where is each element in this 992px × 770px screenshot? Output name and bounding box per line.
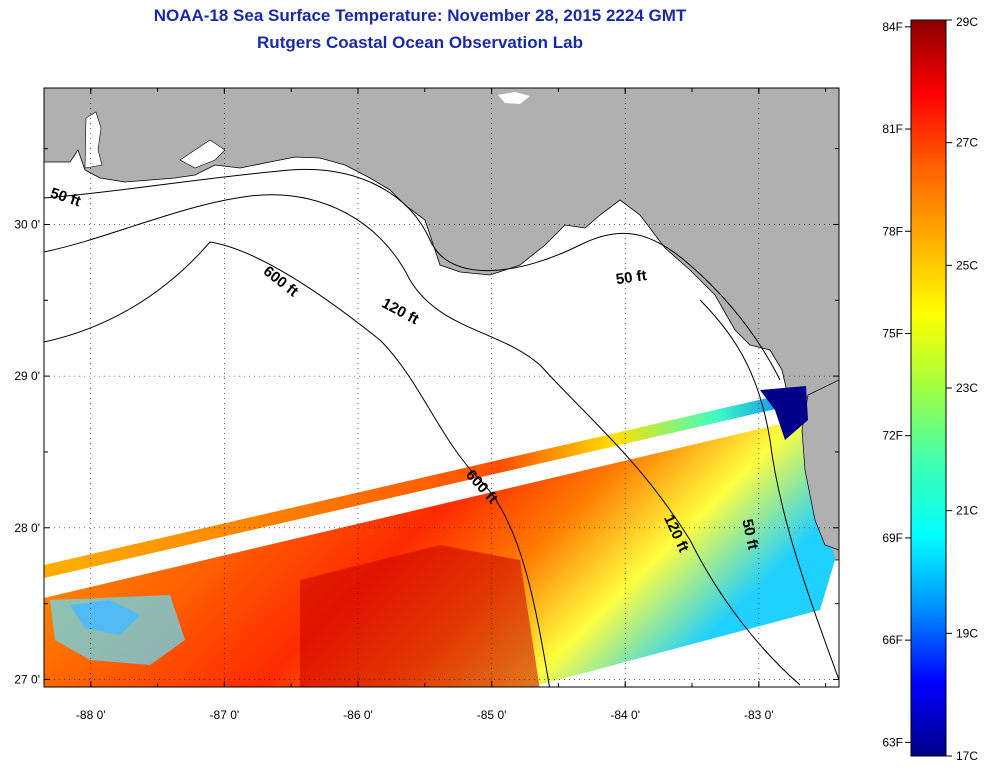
contour-50ft-north [44,168,781,381]
contour-label: 50 ft [738,518,761,552]
colorbar-f-label: 72F [882,429,903,443]
colorbar-c-label: 29C [956,15,978,29]
contour-600ft [44,241,551,687]
bay-water [179,139,226,169]
y-tick-label: 27 0' [14,672,40,686]
colorbar-ticks: 29C 27C 25C 23C 21C 19C 17C 84F 81F 78F 75F 72F 69F 6… [882,15,978,763]
colorbar-f-label: 78F [882,224,903,238]
colorbar-c-label: 25C [956,258,978,272]
bay-water [84,111,103,169]
x-tick-label: -88 0' [76,708,106,722]
colorbar-c-label: 23C [956,381,978,395]
warm-core [300,545,540,687]
colorbar-f-label: 81F [882,122,903,136]
colorbar-f-label: 69F [882,531,903,545]
x-tick-label: -83 0' [744,708,774,722]
chart-subtitle: Rutgers Coastal Ocean Observation Lab [257,33,583,52]
y-tick-label: 30 0' [14,217,40,231]
cold-pixels [760,386,808,440]
x-tick-label: -86 0' [343,708,373,722]
cool-pixels-west [50,595,185,665]
colorbar-c-label: 21C [956,504,978,518]
colorbar-c-label: 27C [956,136,978,150]
depth-contours [44,168,839,687]
lake-water [498,92,530,104]
y-tick-label: 28 0' [14,521,40,535]
land-overlay [801,379,839,551]
colorbar-f-label: 66F [882,633,903,647]
colorbar-c-label: 17C [956,749,978,763]
colorbar-f-label: 84F [882,20,903,34]
chart-title: NOAA-18 Sea Surface Temperature: Novembe… [153,6,687,25]
colorbar-f-label: 75F [882,326,903,340]
y-axis: 30 0' 29 0' 28 0' 27 0' [14,148,839,686]
y-tick-label: 29 0' [14,369,40,383]
colorbar [910,19,947,757]
sst-swath-upper [44,390,806,578]
x-tick-label: -85 0' [477,708,507,722]
plot-frame [43,87,840,688]
colorbar-c-label: 19C [956,626,978,640]
contour-50ft-south [699,299,839,681]
x-axis: -88 0' -87 0' -86 0' -85 0' -84 0' -83 0' [76,88,827,722]
contour-120ft [44,194,801,686]
contour-label: 50 ft [615,267,648,288]
x-tick-label: -84 0' [610,708,640,722]
x-tick-label: -87 0' [210,708,240,722]
colorbar-f-label: 63F [882,735,903,749]
no-data [563,615,839,687]
